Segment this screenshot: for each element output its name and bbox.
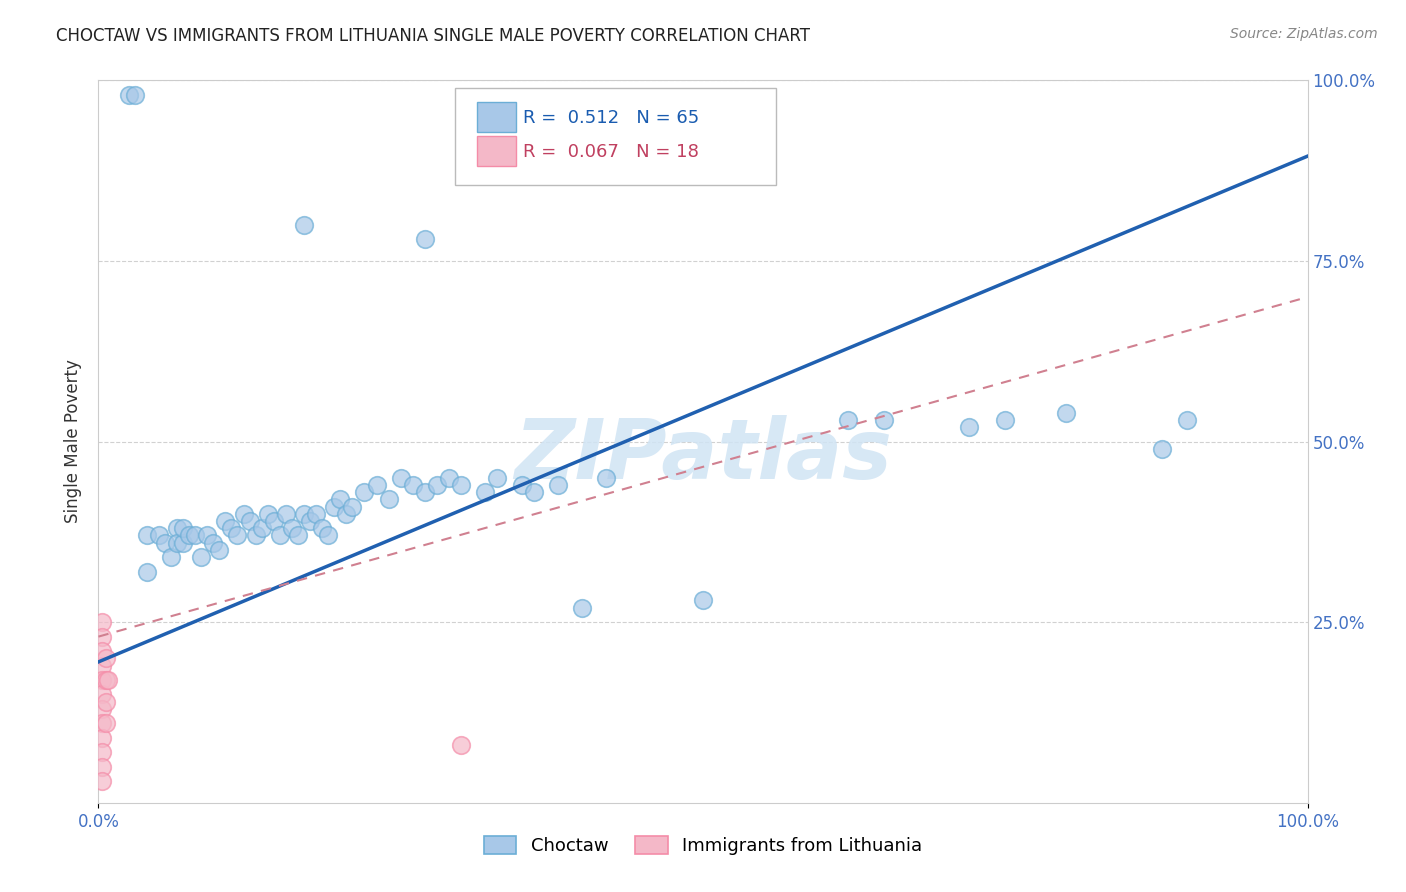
Point [837, 413, 859, 427]
Point [94, 673, 117, 687]
Point [281, 521, 304, 535]
Point [323, 500, 346, 514]
Point [179, 528, 201, 542]
Point [305, 507, 328, 521]
Point [413, 485, 436, 500]
Point [190, 550, 212, 565]
Point [226, 528, 249, 542]
Point [208, 542, 231, 557]
Point [214, 514, 236, 528]
Point [292, 507, 315, 521]
Point [166, 521, 188, 535]
Point [269, 528, 291, 542]
Point [595, 470, 617, 484]
Point [172, 521, 194, 535]
FancyBboxPatch shape [456, 87, 776, 185]
Point [547, 478, 569, 492]
Point [450, 738, 472, 752]
Point [91, 644, 114, 658]
Point [329, 492, 352, 507]
Text: ZIPatlas: ZIPatlas [515, 416, 891, 497]
Point [510, 478, 533, 492]
Point [342, 500, 364, 514]
Legend: Choctaw, Immigrants from Lithuania: Choctaw, Immigrants from Lithuania [477, 830, 929, 863]
Point [172, 535, 194, 549]
Point [91, 731, 114, 745]
Point [135, 565, 157, 579]
Point [94, 651, 117, 665]
Point [366, 478, 388, 492]
Point [94, 716, 117, 731]
Point [486, 470, 509, 484]
Point [1175, 413, 1198, 427]
Point [292, 218, 315, 232]
Point [571, 600, 593, 615]
Point [402, 478, 425, 492]
Point [389, 470, 412, 484]
Text: R =  0.512   N = 65: R = 0.512 N = 65 [523, 109, 699, 127]
Point [413, 232, 436, 246]
FancyBboxPatch shape [477, 136, 516, 166]
Point [250, 521, 273, 535]
Point [160, 550, 183, 565]
Text: Source: ZipAtlas.com: Source: ZipAtlas.com [1230, 27, 1378, 41]
Point [124, 87, 146, 102]
Point [153, 535, 176, 549]
Point [316, 528, 339, 542]
Point [274, 507, 297, 521]
Point [437, 470, 460, 484]
Point [195, 528, 218, 542]
Point [91, 615, 114, 630]
Point [135, 528, 157, 542]
Point [692, 593, 714, 607]
Point [377, 492, 399, 507]
Point [148, 528, 170, 542]
Point [474, 485, 496, 500]
FancyBboxPatch shape [477, 102, 516, 132]
Point [166, 535, 188, 549]
Point [426, 478, 449, 492]
Point [91, 774, 114, 789]
Point [957, 420, 980, 434]
Point [311, 521, 333, 535]
Point [523, 485, 546, 500]
Point [91, 745, 114, 759]
Point [245, 528, 267, 542]
Point [994, 413, 1017, 427]
Point [184, 528, 207, 542]
Point [202, 535, 225, 549]
Point [91, 630, 114, 644]
Point [91, 658, 114, 673]
Point [256, 507, 278, 521]
Point [97, 673, 120, 687]
Point [91, 673, 114, 687]
Point [118, 87, 141, 102]
Point [91, 702, 114, 716]
Point [1054, 406, 1077, 420]
Point [91, 716, 114, 731]
Point [1152, 442, 1174, 456]
Text: R =  0.067   N = 18: R = 0.067 N = 18 [523, 143, 699, 161]
Point [450, 478, 472, 492]
Point [335, 507, 357, 521]
Point [299, 514, 322, 528]
Point [221, 521, 243, 535]
Point [91, 760, 114, 774]
Point [287, 528, 309, 542]
Point [239, 514, 262, 528]
Point [91, 687, 114, 701]
Point [263, 514, 285, 528]
Point [353, 485, 375, 500]
Point [94, 695, 117, 709]
Text: CHOCTAW VS IMMIGRANTS FROM LITHUANIA SINGLE MALE POVERTY CORRELATION CHART: CHOCTAW VS IMMIGRANTS FROM LITHUANIA SIN… [56, 27, 810, 45]
Point [873, 413, 896, 427]
Y-axis label: Single Male Poverty: Single Male Poverty [65, 359, 83, 524]
Point [232, 507, 254, 521]
